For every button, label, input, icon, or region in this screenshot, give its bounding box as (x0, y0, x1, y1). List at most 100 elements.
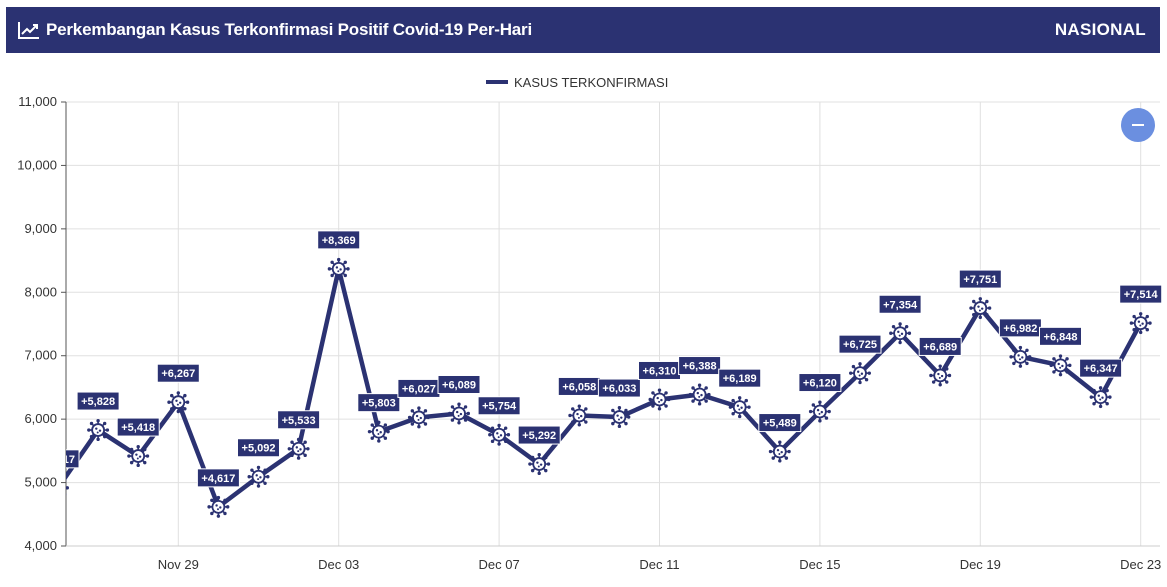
virus-dot (215, 504, 218, 507)
virus-spike-tip (1058, 372, 1063, 377)
virus-spike-tip (697, 402, 702, 406)
virus-spike-tip (707, 392, 711, 397)
virus-spike-tip (1092, 402, 1096, 406)
virus-spike-tip (129, 447, 134, 452)
virus-spike-tip (136, 445, 140, 449)
data-label-box (597, 378, 641, 398)
virus-spike-tip (1025, 348, 1029, 352)
virus-spike-tip (287, 447, 291, 451)
virus-spike-tip (457, 421, 461, 425)
virus-dot (217, 508, 219, 511)
virus-spike-tip (306, 447, 310, 451)
virus-spike-tip (303, 453, 307, 458)
region-label[interactable]: NASIONAL (1054, 20, 1146, 39)
minus-icon (1132, 124, 1144, 126)
virus-body (853, 366, 867, 381)
data-label: +5,489 (763, 418, 797, 430)
virus-spike-tip (827, 409, 831, 414)
data-label: +4,617 (201, 473, 235, 485)
virus-icon (247, 465, 270, 488)
virus-body (1053, 358, 1068, 373)
virus-spike-tip (969, 306, 973, 310)
virus-spike-tip (768, 449, 773, 454)
virus-spike-tip (263, 468, 267, 472)
data-label: +5,803 (362, 398, 396, 410)
virus-spike-tip (858, 362, 862, 366)
virus-spike-tip (771, 443, 775, 447)
data-label: +6,982 (1003, 323, 1037, 335)
virus-spike-tip (410, 409, 415, 413)
virus-body (492, 427, 507, 442)
virus-spike-tip (864, 378, 869, 382)
virus-spike-tip (849, 371, 853, 375)
virus-spike-tip (1089, 395, 1093, 399)
virus-spike-tip (105, 428, 110, 432)
line-chart-icon (18, 22, 39, 39)
zoom-out-button[interactable] (1121, 108, 1155, 142)
virus-spike-tip (143, 447, 147, 452)
virus-spike-tip (1052, 357, 1056, 361)
virus-spike-tip (226, 505, 230, 509)
virus-spike-tip (1065, 357, 1069, 361)
virus-dot (339, 268, 342, 271)
data-label: +6,848 (1044, 331, 1078, 343)
virus-spike-tip (66, 480, 67, 483)
virus-spike-tip (303, 440, 307, 444)
virus-spike-tip (102, 434, 107, 439)
virus-spike-tip (889, 331, 893, 335)
data-label: +6,347 (1084, 363, 1118, 375)
data-label: +6,725 (843, 339, 877, 351)
virus-dot (497, 436, 500, 439)
virus-spike-tip (216, 514, 221, 518)
virus-icon (367, 420, 390, 443)
virus-dot (1137, 320, 1141, 323)
virus-dot (698, 395, 701, 398)
virus-spike-tip (728, 405, 733, 409)
virus-icon (448, 402, 470, 425)
data-label: +5,292 (522, 430, 556, 442)
virus-spike-tip (648, 397, 652, 402)
data-label: +6,089 (442, 379, 476, 391)
virus-spike-tip (811, 416, 816, 420)
virus-spike-tip (337, 257, 341, 262)
virus-body (91, 423, 105, 437)
data-label: +6,689 (923, 341, 957, 353)
virus-dot (1017, 354, 1020, 357)
virus-dot (1019, 358, 1021, 361)
virus-spike-tip (577, 423, 581, 427)
virus-dot (337, 270, 340, 273)
virus-icon (1089, 386, 1112, 409)
virus-dot (938, 376, 941, 379)
data-label-box (1119, 284, 1163, 304)
virus-dot (1141, 322, 1144, 325)
virus-dot (219, 506, 222, 509)
virus-spike-tip (1025, 361, 1029, 366)
virus-dot (658, 400, 661, 403)
virus-spike-tip (747, 405, 751, 409)
chart-legend[interactable]: KASUS TERKONFIRMASI (486, 75, 668, 90)
virus-spike-tip (56, 495, 59, 498)
virus-spike-tip (818, 419, 822, 423)
data-label: +6,058 (562, 381, 596, 393)
virus-spike-tip (1018, 364, 1023, 368)
virus-spike-tip (972, 299, 976, 304)
data-label-box (437, 374, 481, 394)
virus-spike-tip (176, 409, 180, 414)
virus-spike-tip (571, 407, 575, 411)
virus-spike-tip (651, 404, 655, 408)
virus-spike-tip (417, 406, 421, 410)
data-label: +5,828 (81, 396, 115, 408)
virus-spike-tip (1012, 361, 1016, 366)
virus-spike-tip (89, 421, 94, 426)
data-label-box (277, 410, 321, 430)
virus-spike-tip (386, 429, 390, 434)
data-label-box (517, 425, 561, 445)
virus-spike-tip (377, 439, 381, 443)
virus-icon (207, 495, 230, 518)
virus-spike-tip (938, 364, 942, 368)
virus-spike-tip (1139, 330, 1143, 335)
virus-dot (175, 399, 178, 403)
virus-spike-tip (664, 391, 668, 395)
virus-spike-tip (210, 511, 214, 516)
virus-spike-tip (571, 420, 575, 424)
